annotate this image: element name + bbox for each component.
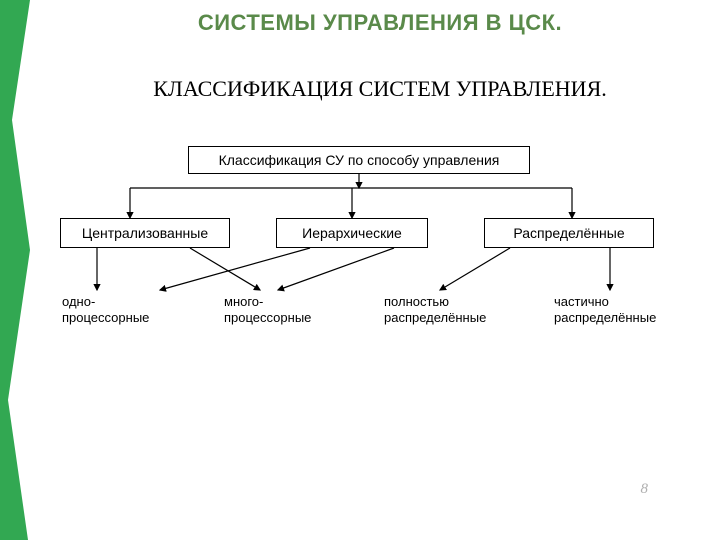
- tree-node-leaf: полностью распределённые: [384, 294, 524, 325]
- tree-node-box: Иерархические: [276, 218, 428, 248]
- tree-node-leaf: частично распределённые: [554, 294, 694, 325]
- page-number: 8: [641, 481, 649, 498]
- tree-node-leaf: одно- процессорные: [62, 294, 182, 325]
- tree-node-box: Распределённые: [484, 218, 654, 248]
- tree-node-leaf: много- процессорные: [224, 294, 344, 325]
- slide-title: СИСТЕМЫ УПРАВЛЕНИЯ В ЦСК.: [60, 10, 700, 36]
- slide-subtitle: КЛАССИФИКАЦИЯ СИСТЕМ УПРАВЛЕНИЯ.: [60, 76, 700, 102]
- tree-node-box: Классификация СУ по способу управления: [188, 146, 530, 174]
- slide-decoration: [0, 0, 36, 540]
- tree-node-box: Централизованные: [60, 218, 230, 248]
